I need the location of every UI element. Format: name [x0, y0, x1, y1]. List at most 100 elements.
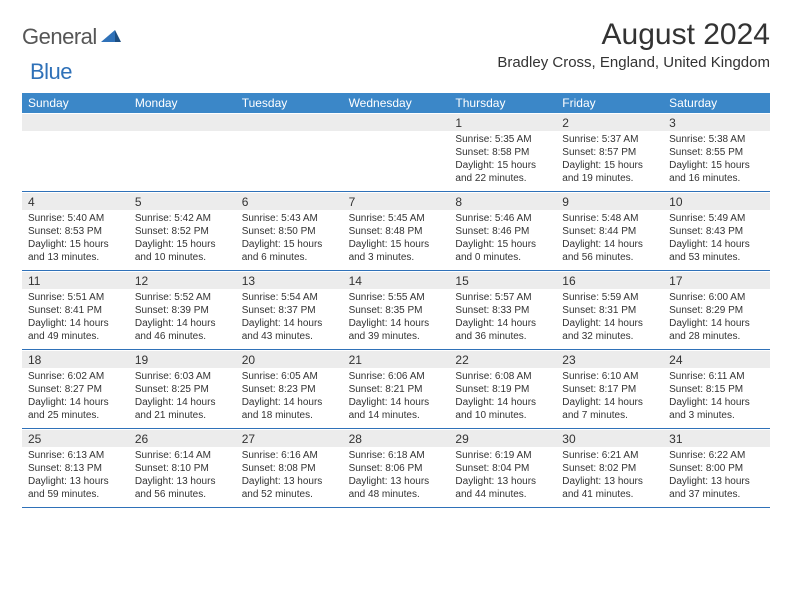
daylight-line2: and 56 minutes. [562, 251, 657, 264]
sunset-text: Sunset: 8:13 PM [28, 462, 123, 475]
daylight-line2: and 14 minutes. [349, 409, 444, 422]
daylight-line1: Daylight: 14 hours [28, 317, 123, 330]
dow-tuesday: Tuesday [236, 93, 343, 113]
sunrise-text: Sunrise: 5:51 AM [28, 291, 123, 304]
sunset-text: Sunset: 8:57 PM [562, 146, 657, 159]
sunset-text: Sunset: 8:43 PM [669, 225, 764, 238]
sunset-text: Sunset: 8:52 PM [135, 225, 230, 238]
brand-word-general: General [22, 24, 97, 50]
daylight-line2: and 49 minutes. [28, 330, 123, 343]
daylight-line2: and 25 minutes. [28, 409, 123, 422]
daylight-line1: Daylight: 13 hours [562, 475, 657, 488]
daylight-line1: Daylight: 13 hours [242, 475, 337, 488]
daylight-line1: Daylight: 14 hours [242, 396, 337, 409]
daylight-line2: and 18 minutes. [242, 409, 337, 422]
day-detail-16: Sunrise: 5:59 AMSunset: 8:31 PMDaylight:… [556, 289, 663, 350]
day-detail-22: Sunrise: 6:08 AMSunset: 8:19 PMDaylight:… [449, 368, 556, 429]
week-3-daynums: 18192021222324 [22, 350, 770, 368]
sunrise-text: Sunrise: 5:40 AM [28, 212, 123, 225]
daylight-line2: and 7 minutes. [562, 409, 657, 422]
daylight-line1: Daylight: 15 hours [135, 238, 230, 251]
day-number-31: 31 [663, 429, 770, 447]
sunset-text: Sunset: 8:41 PM [28, 304, 123, 317]
sunset-text: Sunset: 8:19 PM [455, 383, 550, 396]
daylight-line2: and 53 minutes. [669, 251, 764, 264]
week-0-daynums: 123 [22, 113, 770, 131]
daylight-line1: Daylight: 14 hours [455, 317, 550, 330]
day-number-5: 5 [129, 192, 236, 210]
day-detail-19: Sunrise: 6:03 AMSunset: 8:25 PMDaylight:… [129, 368, 236, 429]
day-detail-7: Sunrise: 5:45 AMSunset: 8:48 PMDaylight:… [343, 210, 450, 271]
daylight-line2: and 28 minutes. [669, 330, 764, 343]
day-number-1: 1 [449, 113, 556, 131]
day-number-17: 17 [663, 271, 770, 289]
sunset-text: Sunset: 8:46 PM [455, 225, 550, 238]
sunset-text: Sunset: 8:35 PM [349, 304, 444, 317]
day-number-21: 21 [343, 350, 450, 368]
sunrise-text: Sunrise: 5:59 AM [562, 291, 657, 304]
day-detail-27: Sunrise: 6:16 AMSunset: 8:08 PMDaylight:… [236, 447, 343, 508]
sunset-text: Sunset: 8:10 PM [135, 462, 230, 475]
day-number-14: 14 [343, 271, 450, 289]
sunrise-text: Sunrise: 5:46 AM [455, 212, 550, 225]
sunrise-text: Sunrise: 5:55 AM [349, 291, 444, 304]
daylight-line1: Daylight: 14 hours [562, 238, 657, 251]
day-number-20: 20 [236, 350, 343, 368]
day-detail-empty [129, 131, 236, 192]
sunrise-text: Sunrise: 6:05 AM [242, 370, 337, 383]
day-number-empty [129, 113, 236, 131]
sunset-text: Sunset: 8:44 PM [562, 225, 657, 238]
brand-logo: General [22, 18, 123, 50]
day-number-empty [22, 113, 129, 131]
daylight-line1: Daylight: 14 hours [562, 396, 657, 409]
daylight-line1: Daylight: 14 hours [562, 317, 657, 330]
daylight-line2: and 41 minutes. [562, 488, 657, 501]
day-number-24: 24 [663, 350, 770, 368]
sunrise-text: Sunrise: 6:21 AM [562, 449, 657, 462]
sunrise-text: Sunrise: 6:02 AM [28, 370, 123, 383]
daylight-line1: Daylight: 13 hours [349, 475, 444, 488]
daylight-line2: and 32 minutes. [562, 330, 657, 343]
daylight-line2: and 13 minutes. [28, 251, 123, 264]
day-detail-14: Sunrise: 5:55 AMSunset: 8:35 PMDaylight:… [343, 289, 450, 350]
day-detail-28: Sunrise: 6:18 AMSunset: 8:06 PMDaylight:… [343, 447, 450, 508]
day-detail-31: Sunrise: 6:22 AMSunset: 8:00 PMDaylight:… [663, 447, 770, 508]
day-number-7: 7 [343, 192, 450, 210]
sunset-text: Sunset: 8:58 PM [455, 146, 550, 159]
sunrise-text: Sunrise: 5:54 AM [242, 291, 337, 304]
day-detail-1: Sunrise: 5:35 AMSunset: 8:58 PMDaylight:… [449, 131, 556, 192]
day-detail-20: Sunrise: 6:05 AMSunset: 8:23 PMDaylight:… [236, 368, 343, 429]
sunrise-text: Sunrise: 5:52 AM [135, 291, 230, 304]
daylight-line2: and 44 minutes. [455, 488, 550, 501]
day-detail-6: Sunrise: 5:43 AMSunset: 8:50 PMDaylight:… [236, 210, 343, 271]
sunset-text: Sunset: 8:25 PM [135, 383, 230, 396]
sunset-text: Sunset: 8:15 PM [669, 383, 764, 396]
daylight-line2: and 0 minutes. [455, 251, 550, 264]
dow-monday: Monday [129, 93, 236, 113]
day-number-8: 8 [449, 192, 556, 210]
brand-word-blue: Blue [30, 59, 72, 85]
calendar: SundayMondayTuesdayWednesdayThursdayFrid… [22, 93, 770, 508]
daylight-line1: Daylight: 14 hours [349, 396, 444, 409]
week-3-details: Sunrise: 6:02 AMSunset: 8:27 PM Daylight:… [22, 368, 770, 429]
daylight-line2: and 37 minutes. [669, 488, 764, 501]
day-number-28: 28 [343, 429, 450, 447]
daylight-line2: and 3 minutes. [349, 251, 444, 264]
sunrise-text: Sunrise: 6:16 AM [242, 449, 337, 462]
sunset-text: Sunset: 8:27 PM [28, 383, 123, 396]
daylight-line2: and 48 minutes. [349, 488, 444, 501]
day-detail-12: Sunrise: 5:52 AMSunset: 8:39 PMDaylight:… [129, 289, 236, 350]
daylight-line2: and 10 minutes. [135, 251, 230, 264]
day-detail-29: Sunrise: 6:19 AMSunset: 8:04 PMDaylight:… [449, 447, 556, 508]
daylight-line1: Daylight: 14 hours [669, 396, 764, 409]
sunrise-text: Sunrise: 5:48 AM [562, 212, 657, 225]
week-1-daynums: 45678910 [22, 192, 770, 210]
daylight-line2: and 6 minutes. [242, 251, 337, 264]
day-number-16: 16 [556, 271, 663, 289]
daylight-line1: Daylight: 15 hours [455, 238, 550, 251]
sunrise-text: Sunrise: 5:38 AM [669, 133, 764, 146]
daylight-line2: and 59 minutes. [28, 488, 123, 501]
sunset-text: Sunset: 8:31 PM [562, 304, 657, 317]
daylight-line2: and 19 minutes. [562, 172, 657, 185]
day-detail-5: Sunrise: 5:42 AMSunset: 8:52 PMDaylight:… [129, 210, 236, 271]
